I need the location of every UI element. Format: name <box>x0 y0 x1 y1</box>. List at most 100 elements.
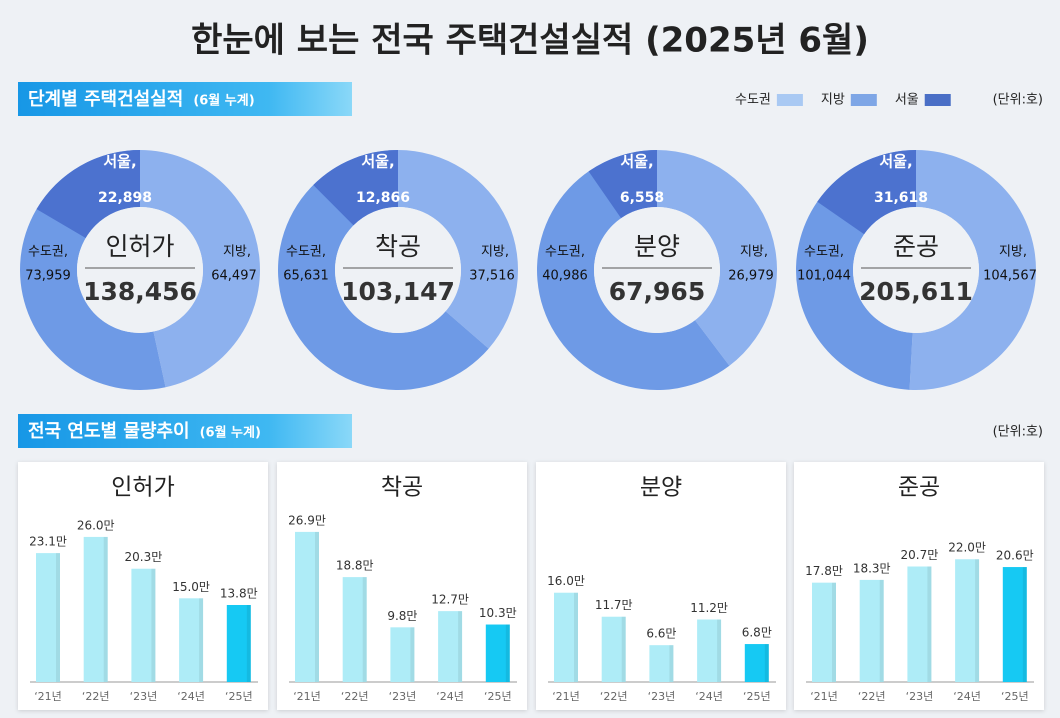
donut-segment-value: 22,898 <box>98 190 152 206</box>
bar <box>649 645 674 682</box>
bar <box>36 553 60 682</box>
donut-center <box>853 207 979 333</box>
x-tick-label: ‘23년 <box>130 690 158 703</box>
donut-segment <box>537 150 730 390</box>
panel-title: 준공 <box>898 475 940 501</box>
bar <box>697 619 722 682</box>
legend-label: 지방 <box>821 93 845 108</box>
bar-value-label: 11.7만 <box>595 598 633 612</box>
donut-segment-value: 64,497 <box>211 269 257 284</box>
donut-segment-value: 26,979 <box>728 269 774 284</box>
x-tick-label: ‘22년 <box>858 690 886 703</box>
donut-segment-name: 서울, <box>103 153 136 171</box>
bar-value-label: 20.3만 <box>125 550 163 564</box>
donut-segment-name: 서울, <box>879 153 912 171</box>
bar-edge <box>103 536 108 682</box>
donut-segment-value: 31,618 <box>874 190 928 206</box>
donut-segment-name: 지방, <box>481 245 509 260</box>
bar-value-label: 12.7만 <box>431 593 469 607</box>
bar <box>907 566 932 682</box>
x-tick-label: ‘24년 <box>695 690 723 703</box>
bar-value-label: 15.0만 <box>172 580 210 594</box>
x-tick-label: ‘21년 <box>293 690 321 703</box>
donut-center <box>594 207 720 333</box>
bar-value-label: 23.1만 <box>29 535 67 549</box>
unit-label: (단위:호) <box>993 425 1043 440</box>
unit-label: (단위:호) <box>993 93 1043 108</box>
donut-segment-name: 수도권, <box>28 245 68 260</box>
bar-value-label: 18.3만 <box>853 561 891 575</box>
x-tick-label: ‘21년 <box>810 690 838 703</box>
bar-value-label: 18.8만 <box>336 559 374 573</box>
panel-title: 인허가 <box>111 475 174 501</box>
donut-segment <box>278 150 489 390</box>
bar-edge <box>505 624 510 682</box>
legend-label: 서울 <box>895 93 919 108</box>
bar-value-label: 11.2만 <box>690 601 728 615</box>
bar <box>601 616 626 682</box>
donut-segment <box>313 150 398 226</box>
donut-segment <box>817 150 916 235</box>
donut-segment-name: 서울, <box>361 153 394 171</box>
donut-segment-value: 12,866 <box>356 190 410 206</box>
panel-title: 착공 <box>381 475 423 501</box>
donut-segment-name: 지방, <box>740 245 768 260</box>
donut-segment-value: 6,558 <box>620 190 664 206</box>
bar-edge <box>975 559 980 682</box>
donut-segment-value: 65,631 <box>283 269 329 284</box>
bar-value-label: 22.0만 <box>948 541 986 555</box>
bar-value-label: 10.3만 <box>479 606 517 620</box>
bar <box>83 536 108 682</box>
bar-edge <box>669 645 674 682</box>
donut-segment <box>140 150 261 388</box>
donut-total: 138,456 <box>83 277 197 306</box>
bar-edge <box>717 619 722 682</box>
bar-edge <box>927 566 932 682</box>
x-tick-label: ‘25년 <box>484 690 512 703</box>
donut-segment-name: 서울, <box>620 153 653 171</box>
bar <box>226 604 251 682</box>
bar-edge <box>151 568 156 682</box>
bar <box>131 568 156 682</box>
donut-segment-name: 수도권, <box>545 245 585 260</box>
donut-segment-name: 지방, <box>223 245 251 260</box>
bar <box>859 579 884 682</box>
bar-edge <box>832 582 836 682</box>
bar-value-label: 9.8만 <box>387 609 417 623</box>
donut-total: 103,147 <box>341 277 455 306</box>
bar-value-label: 16.0만 <box>547 574 585 588</box>
donut-segment-value: 37,516 <box>469 269 515 284</box>
x-tick-label: ‘25년 <box>1001 690 1029 703</box>
bar-value-label: 26.0만 <box>77 518 115 532</box>
x-tick-label: ‘22년 <box>82 690 110 703</box>
bar <box>342 577 367 682</box>
bar-value-label: 20.7만 <box>901 548 939 562</box>
section-title: 단계별 주택건설실적 <box>28 89 183 110</box>
bar <box>295 531 319 682</box>
bar <box>390 627 415 682</box>
donut-center <box>77 207 203 333</box>
legend-swatch <box>924 94 951 106</box>
bar <box>744 644 769 682</box>
donut-segment <box>36 150 140 239</box>
donut-segment-name: 수도권, <box>804 245 844 260</box>
x-tick-label: ‘23년 <box>906 690 934 703</box>
donut-segment-value: 40,986 <box>542 269 588 284</box>
section-header-bar <box>18 82 352 116</box>
donut-segment-name: 지방, <box>999 245 1027 260</box>
bar <box>485 624 510 682</box>
donut-total: 205,611 <box>859 277 973 306</box>
donut-segment-name: 수도권, <box>286 245 326 260</box>
donut-title: 분양 <box>634 232 680 261</box>
legend-swatch <box>776 94 803 106</box>
section-note: (6월 누계) <box>193 93 254 109</box>
donut-segment <box>657 150 777 366</box>
x-tick-label: ‘23년 <box>389 690 417 703</box>
donut-center <box>335 207 461 333</box>
bar-edge <box>410 627 415 682</box>
bar-value-label: 17.8만 <box>805 564 843 578</box>
legend-swatch <box>850 94 877 106</box>
donut-segment-value: 104,567 <box>983 269 1037 284</box>
donut-segment-value: 73,959 <box>25 269 71 284</box>
bar <box>955 559 980 682</box>
